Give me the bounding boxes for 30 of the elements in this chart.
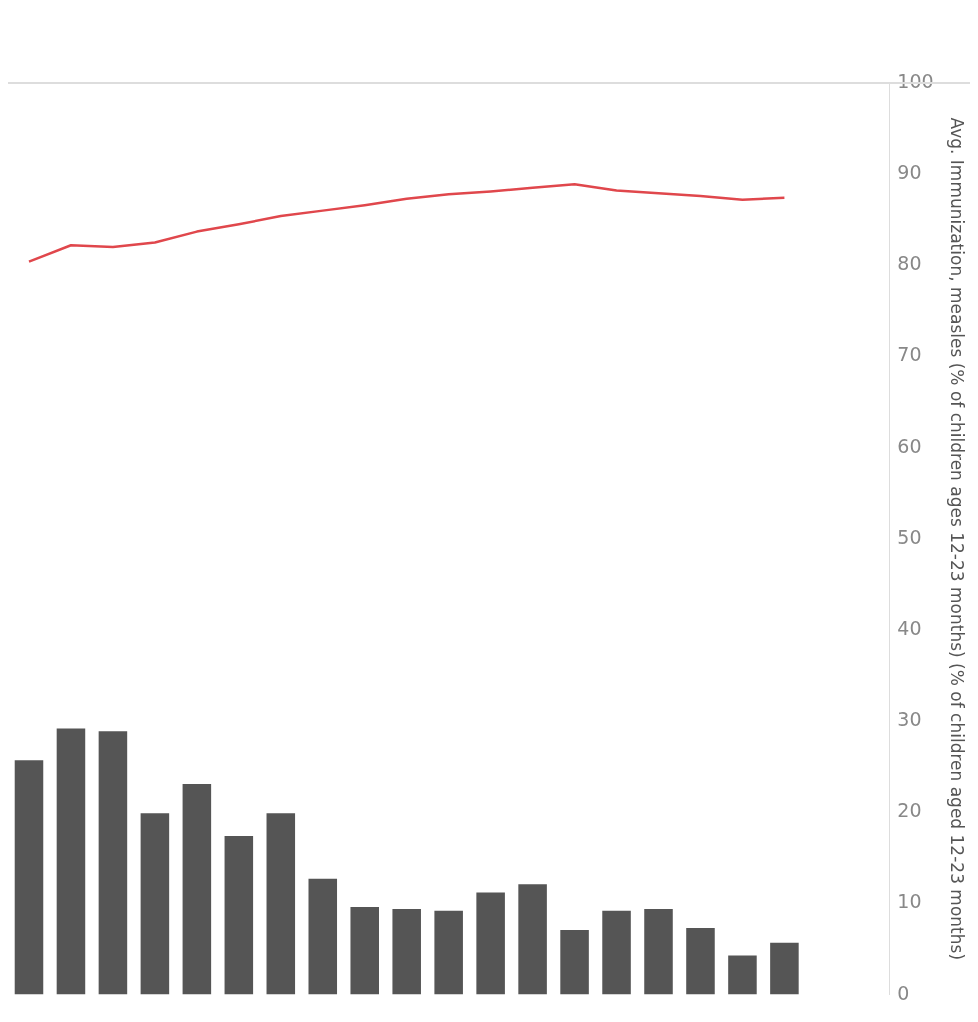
y-tick-label: 0: [897, 981, 910, 1004]
bar: [266, 813, 296, 995]
bar: [728, 955, 757, 995]
bar: [308, 878, 338, 995]
bar: [602, 910, 631, 995]
y-axis-title: Avg. Immunization, measles (% of children ages 12-23 months) (% of children aged 12-23 months): [947, 117, 968, 961]
y-tick-label: 70: [897, 343, 922, 366]
y-tick-label: 10: [897, 890, 922, 913]
bar: [518, 884, 547, 995]
y-tick-label: 60: [897, 434, 922, 457]
bar: [644, 908, 673, 995]
bar: [182, 784, 212, 995]
y-tick-label: 20: [897, 799, 922, 822]
bar: [98, 731, 128, 995]
y-tick-label: 50: [897, 525, 922, 548]
bar: [140, 813, 170, 995]
y-tick-label: 30: [897, 708, 922, 731]
bar: [476, 892, 505, 995]
bar: [224, 835, 254, 995]
bar: [560, 929, 589, 995]
bar: [434, 910, 463, 995]
bar: [770, 942, 799, 995]
y-tick-label: 90: [897, 161, 922, 184]
bar: [56, 728, 86, 995]
bar: [350, 907, 379, 995]
y-tick-label: 80: [897, 252, 922, 275]
bar: [392, 908, 421, 995]
bar: [686, 928, 715, 995]
y-tick-label: 40: [897, 616, 922, 639]
bar: [14, 760, 44, 995]
